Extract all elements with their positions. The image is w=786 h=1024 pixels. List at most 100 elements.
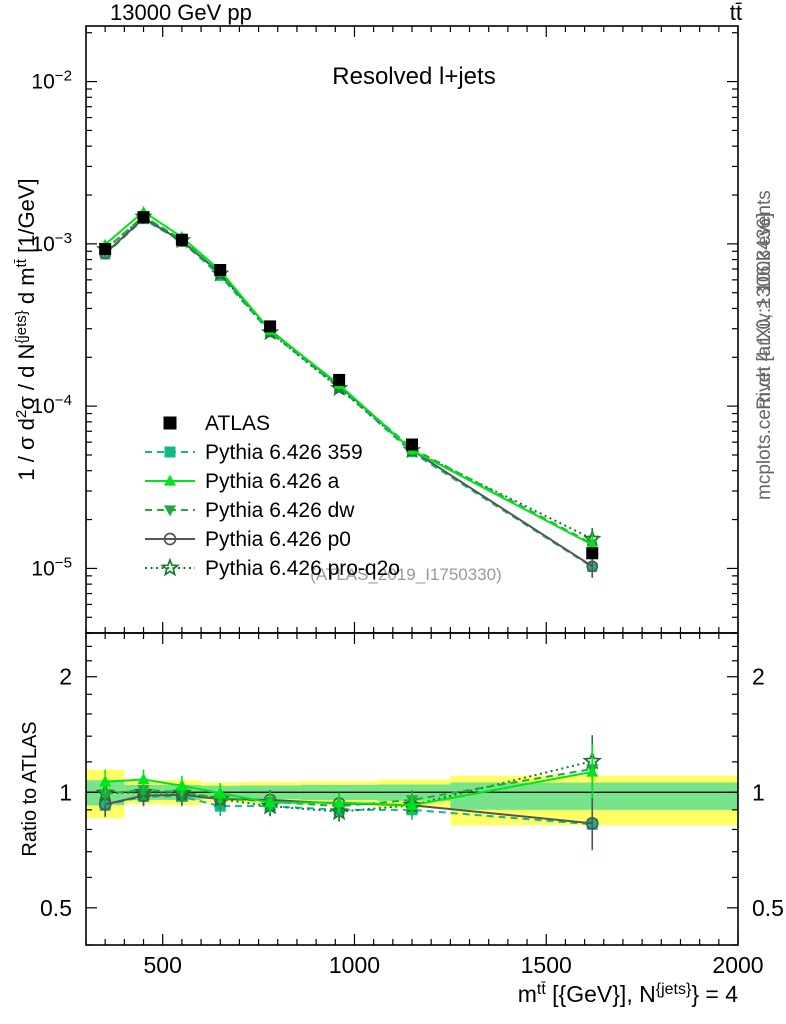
main-ytick-label: 10−2: [31, 67, 72, 94]
marker-square: [99, 242, 112, 255]
xl-1: m: [518, 981, 537, 1007]
tick-base: 10: [31, 395, 54, 418]
side-label-top-group: Rivet 4.1.0, ≥ 100k events: [754, 190, 775, 410]
yl-4: [1/GeV]: [14, 178, 39, 259]
xl-2: [{GeV}], N: [546, 981, 656, 1007]
marker-circle: [585, 816, 599, 830]
marker-triangle-up: [175, 779, 188, 791]
dataset-watermark: (ATLAS_2019_I1750330): [310, 565, 502, 584]
tick-exponent: −5: [55, 554, 72, 571]
side-label-bottom-group: mcplots.cern.ch [arXiv:1306.3436]: [754, 213, 775, 500]
ratio-ytick-label-right: 0.5: [752, 895, 784, 921]
tick-base: 10: [31, 557, 54, 580]
tick-exponent: −3: [55, 229, 72, 246]
main-ylabel: 1 / σ d2σ / d N{jets} d mtt̄ [1/GeV]: [13, 178, 40, 480]
legend-label-pdw: Pythia 6.426 dw: [205, 499, 355, 522]
ratio-ytick-label-right: 2: [752, 664, 765, 690]
ratio-ytick-label-right: 1: [752, 779, 765, 805]
ratio-series-pa: [99, 745, 599, 816]
marker-square: [264, 320, 277, 333]
marker-triangle-up: [586, 765, 599, 777]
xl-supttbar: tt̄: [537, 981, 546, 998]
marker-triangle-up: [99, 775, 112, 787]
legend-entry-pp0[interactable]: Pythia 6.426 p0: [145, 528, 351, 551]
main-series-line: [104, 215, 593, 540]
xtick-label: 1000: [329, 952, 380, 978]
yl-3: d m: [14, 267, 39, 310]
marker-square: [586, 547, 599, 560]
legend-label-pp0: Pythia 6.426 p0: [205, 528, 351, 551]
marker-square: [175, 233, 188, 246]
marker-triangle-up: [405, 798, 419, 810]
xtick-label: 500: [144, 952, 182, 978]
main-ytick-label: 10−4: [31, 392, 72, 419]
marker-square: [406, 438, 418, 451]
yl-supttbar: tt̄: [13, 258, 30, 267]
marker-square: [214, 264, 227, 277]
ratio-ytick-label: 1: [59, 779, 72, 805]
tick-base: 10: [31, 71, 54, 94]
yl-sup2: 2: [13, 410, 30, 418]
legend-entry-pa[interactable]: Pythia 6.426 a: [145, 470, 340, 493]
plot-title: Resolved l+jets: [332, 63, 495, 90]
legend-label-pq2o: Pythia 6.426 pro-q2o: [205, 557, 400, 580]
marker-triangle-up: [214, 786, 227, 798]
mcplots-source-label: mcplots.cern.ch [arXiv:1306.3436]: [754, 213, 775, 500]
marker-triangle-up: [333, 796, 346, 808]
tick-exponent: −4: [55, 392, 72, 409]
ttbar-tbar: t̄: [736, 0, 742, 25]
xl-supjets: {jets}: [656, 981, 692, 998]
tick-base: 10: [31, 233, 54, 256]
ratio-ytick-label: 2: [59, 664, 72, 690]
ttbar-t: t: [730, 0, 736, 25]
legend-entry-pq2o[interactable]: Pythia 6.426 pro-q2o: [145, 557, 400, 580]
xtick-label: 1500: [521, 952, 572, 978]
marker-square: [164, 446, 176, 458]
ratio-band-inner: [450, 782, 738, 810]
marker-triangle-down: [99, 789, 112, 801]
xtick-label: 2000: [712, 952, 763, 978]
main-ytick-label: 10−3: [31, 229, 72, 256]
ratio-ytick-label: 0.5: [40, 895, 72, 921]
marker-triangle-up: [137, 773, 150, 785]
main-series-line: [104, 217, 593, 568]
marker-triangle-up: [586, 538, 598, 549]
main-series-atlas: [99, 211, 599, 560]
legend-entry-p359[interactable]: Pythia 6.426 359: [145, 441, 363, 464]
header-left-label: 13000 GeV pp: [110, 0, 252, 25]
ratio-series-line: [105, 760, 593, 813]
marker-triangle-up: [163, 474, 177, 486]
ratio-ylabel-group: Ratio to ATLAS: [19, 721, 41, 856]
main-panel-frame: [85, 25, 739, 634]
legend-entry-pdw[interactable]: Pythia 6.426 dw: [145, 499, 355, 522]
legend-entry-atlas[interactable]: ATLAS: [163, 412, 270, 435]
marker-circle: [163, 532, 177, 546]
marker-square: [163, 416, 177, 430]
legend-label-p359: Pythia 6.426 359: [205, 441, 363, 464]
main-series-p359: [100, 214, 598, 579]
marker-triangle-down: [137, 785, 150, 797]
main-series-line: [104, 210, 593, 546]
marker-triangle-up: [264, 796, 277, 808]
yl-supjets: {jets}: [13, 310, 30, 343]
xl-3: } = 4: [691, 981, 738, 1007]
main-ylabel-group: 1 / σ d2σ / d N{jets} d mtt̄ [1/GeV]: [13, 178, 40, 480]
rivet-version-label: Rivet 4.1.0, ≥ 100k events: [754, 190, 775, 410]
yl-2: σ / d N: [14, 344, 39, 410]
ratio-ylabel: Ratio to ATLAS: [19, 721, 41, 856]
legend-label-atlas: ATLAS: [205, 412, 270, 435]
ratio-series-line: [105, 770, 593, 807]
marker-square: [137, 211, 150, 224]
marker-circle: [586, 560, 599, 573]
marker-square: [333, 373, 346, 386]
xaxis-label: mtt̄ [{GeV}], N{jets}} = 4: [518, 981, 739, 1008]
header-ttbar-label: tt̄: [730, 0, 742, 25]
legend-label-pa: Pythia 6.426 a: [205, 470, 340, 493]
tick-exponent: −2: [55, 67, 72, 84]
main-ytick-label: 10−5: [31, 554, 72, 581]
marker-star: [160, 557, 180, 577]
main-series-line: [104, 214, 593, 545]
marker-triangle-down: [163, 505, 177, 517]
